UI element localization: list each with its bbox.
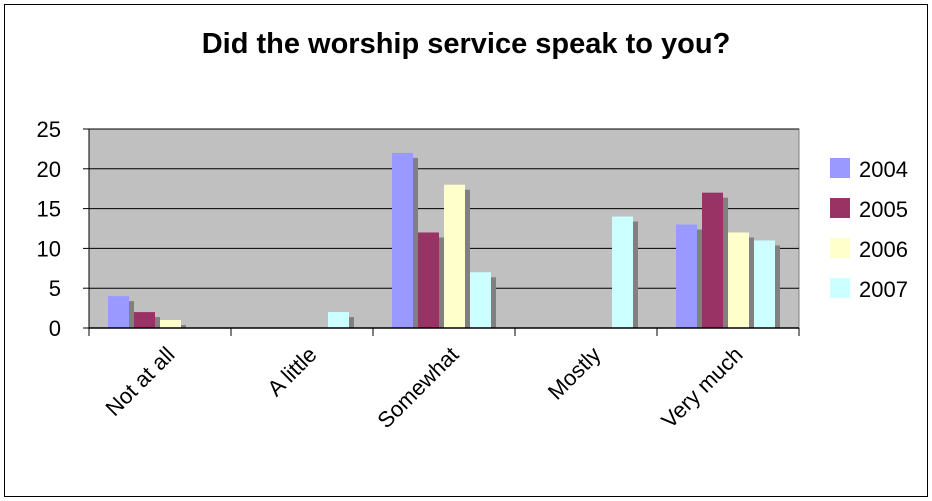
bar	[160, 320, 181, 328]
x-tick-label: Very much	[656, 342, 747, 433]
bar	[470, 272, 491, 328]
legend-swatch	[830, 158, 850, 178]
legend-label: 2006	[859, 237, 908, 262]
bar	[754, 240, 775, 328]
bar	[108, 296, 129, 328]
legend-label: 2004	[859, 157, 908, 182]
x-tick-label: Not at all	[100, 342, 179, 421]
chart-title: Did the worship service speak to you?	[201, 28, 731, 60]
y-tick-labels: 0 5 10 15 20 25	[37, 117, 61, 341]
y-tick-label: 20	[37, 157, 61, 182]
legend-swatch	[830, 238, 850, 258]
bar	[676, 224, 697, 328]
y-tick-label: 0	[49, 316, 61, 341]
bar	[134, 312, 155, 328]
x-tick-labels: Not at all A little Somewhat Mostly Very muc…	[100, 342, 747, 433]
bar	[418, 232, 439, 328]
bar	[728, 232, 749, 328]
y-tick-label: 10	[37, 236, 61, 261]
y-tick-label: 25	[37, 117, 61, 142]
bar	[702, 192, 723, 328]
legend-label: 2007	[859, 277, 908, 302]
legend-label: 2005	[859, 197, 908, 222]
legend-swatch	[830, 278, 850, 298]
axes	[83, 128, 800, 336]
x-tick-label: Mostly	[543, 342, 606, 405]
bar	[392, 152, 413, 328]
x-tick-label: Somewhat	[372, 342, 463, 433]
x-tick-label: A little	[262, 342, 321, 401]
y-tick-label: 15	[37, 197, 61, 222]
bar	[444, 184, 465, 328]
y-tick-label: 5	[49, 276, 61, 301]
bar	[612, 216, 633, 328]
legend-swatch	[830, 198, 850, 218]
bars	[108, 152, 780, 328]
legend: 2004 2005 2006 2007	[830, 157, 908, 302]
bar	[328, 312, 349, 328]
